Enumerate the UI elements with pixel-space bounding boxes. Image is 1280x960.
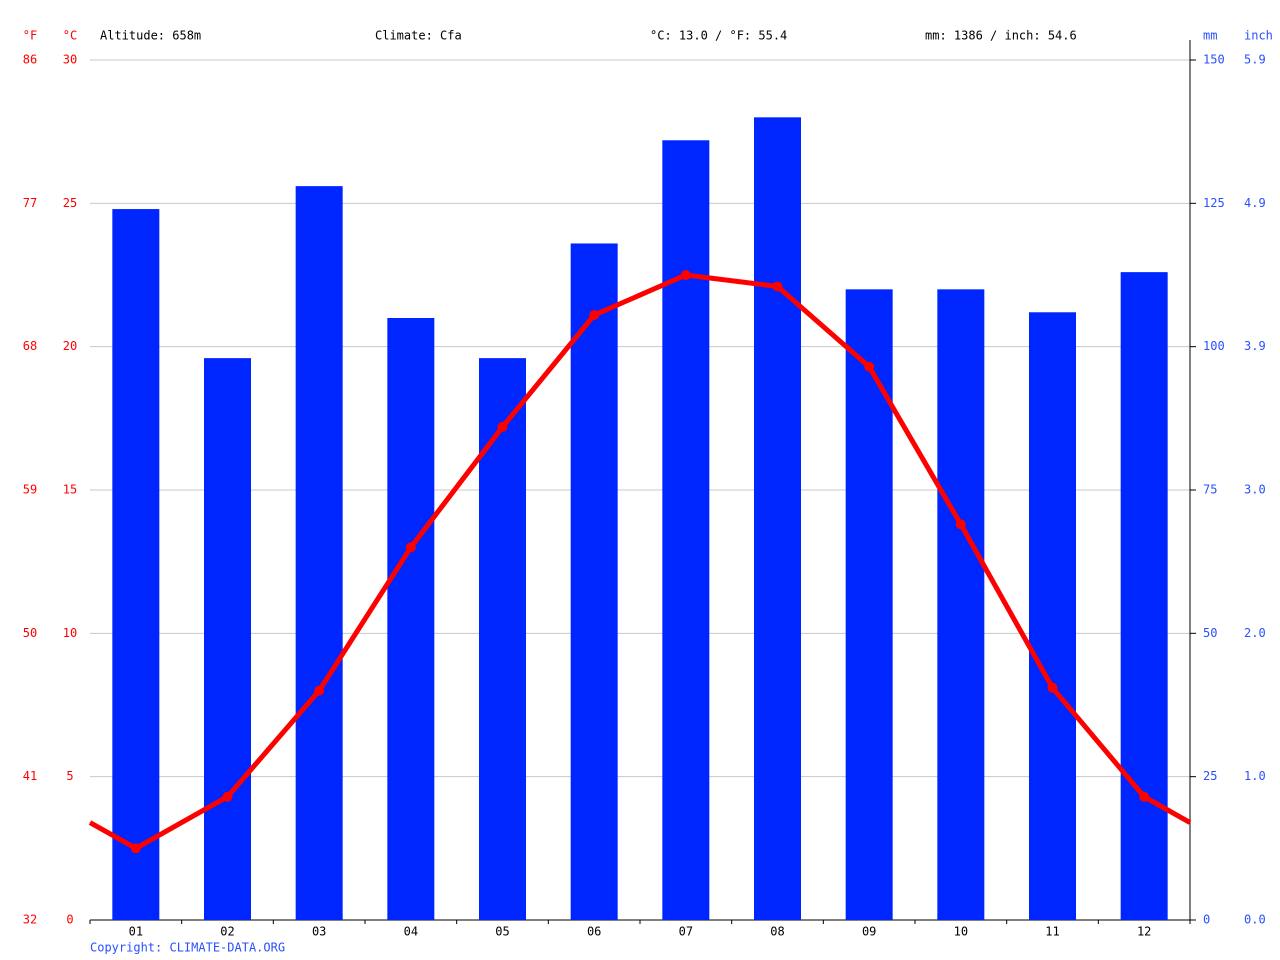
y2-tick-label: 100 (1203, 339, 1225, 353)
line-wrap (88, 820, 138, 851)
fahrenheit-tick-label: 68 (23, 339, 37, 353)
y-tick-label: 5 (66, 769, 73, 783)
y-tick-label: 15 (63, 483, 77, 497)
y2-tick-label: 125 (1203, 196, 1225, 210)
y-tick-label: 30 (63, 53, 77, 67)
x-tick-label: 06 (587, 925, 601, 939)
line-point (772, 281, 783, 292)
x-tick-label: 02 (220, 925, 234, 939)
line-point (314, 685, 325, 696)
x-tick-label: 05 (495, 925, 509, 939)
y2-tick-label: 50 (1203, 626, 1217, 640)
bar (204, 358, 251, 921)
fahrenheit-tick-label: 77 (23, 196, 37, 210)
line-point (589, 310, 600, 321)
line-point (955, 519, 966, 530)
x-tick-label: 08 (770, 925, 784, 939)
x-tick-label: 09 (862, 925, 876, 939)
y-tick-label: 20 (63, 339, 77, 353)
x-tick-label: 12 (1137, 925, 1151, 939)
bar (937, 289, 985, 920)
line-point (1139, 791, 1150, 802)
line-point (864, 361, 875, 372)
y2-tick-label: 0 (1203, 913, 1210, 927)
line-point (130, 843, 141, 854)
inch-tick-label: 3.9 (1244, 339, 1266, 353)
x-tick-label: 01 (129, 925, 143, 939)
line-wrap (1142, 794, 1192, 825)
temperature-summary: °C: 13.0 / °F: 55.4 (650, 29, 787, 43)
x-tick-label: 10 (954, 925, 968, 939)
y2-tick-label: 25 (1203, 769, 1217, 783)
precipitation-summary: mm: 1386 / inch: 54.6 (925, 29, 1077, 43)
inch-unit: inch (1244, 29, 1273, 43)
fahrenheit-tick-label: 59 (23, 483, 37, 497)
mm-unit: mm (1203, 29, 1217, 43)
line-point (405, 542, 416, 553)
fahrenheit-tick-label: 41 (23, 769, 37, 783)
bar (387, 318, 435, 920)
inch-tick-label: 3.0 (1244, 483, 1266, 497)
x-tick-label: 04 (404, 925, 418, 939)
bar (479, 358, 526, 921)
line-point (1047, 682, 1058, 693)
y-tick-label: 25 (63, 196, 77, 210)
bar (662, 140, 710, 920)
bar (112, 209, 160, 921)
copyright: Copyright: CLIMATE-DATA.ORG (90, 941, 285, 955)
inch-tick-label: 5.9 (1244, 53, 1266, 67)
line-point (222, 791, 233, 802)
bar (1029, 312, 1076, 920)
x-tick-label: 11 (1045, 925, 1059, 939)
y-tick-label: 0 (66, 913, 73, 927)
bar (845, 289, 893, 920)
inch-tick-label: 4.9 (1244, 196, 1266, 210)
x-tick-label: 07 (679, 925, 693, 939)
bar (754, 117, 801, 921)
climate: Climate: Cfa (375, 29, 462, 43)
fahrenheit-tick-label: 32 (23, 913, 37, 927)
bar (570, 243, 618, 920)
inch-tick-label: 0.0 (1244, 913, 1266, 927)
x-tick-label: 03 (312, 925, 326, 939)
fahrenheit-tick-label: 50 (23, 626, 37, 640)
fahrenheit-tick-label: 86 (23, 53, 37, 67)
line-point (680, 270, 691, 280)
line-point (497, 421, 508, 432)
grid (90, 59, 1190, 921)
inch-tick-label: 2.0 (1244, 626, 1266, 640)
bar (295, 186, 343, 921)
inch-tick-label: 1.0 (1244, 769, 1266, 783)
line (134, 272, 1147, 851)
y2-tick-label: 75 (1203, 483, 1217, 497)
fahrenheit-unit: °F (23, 29, 37, 43)
bar (1120, 272, 1168, 921)
celsius-unit: °C (63, 29, 77, 43)
y-tick-label: 10 (63, 626, 77, 640)
y2-tick-label: 150 (1203, 53, 1225, 67)
altitude: Altitude: 658m (100, 29, 201, 43)
